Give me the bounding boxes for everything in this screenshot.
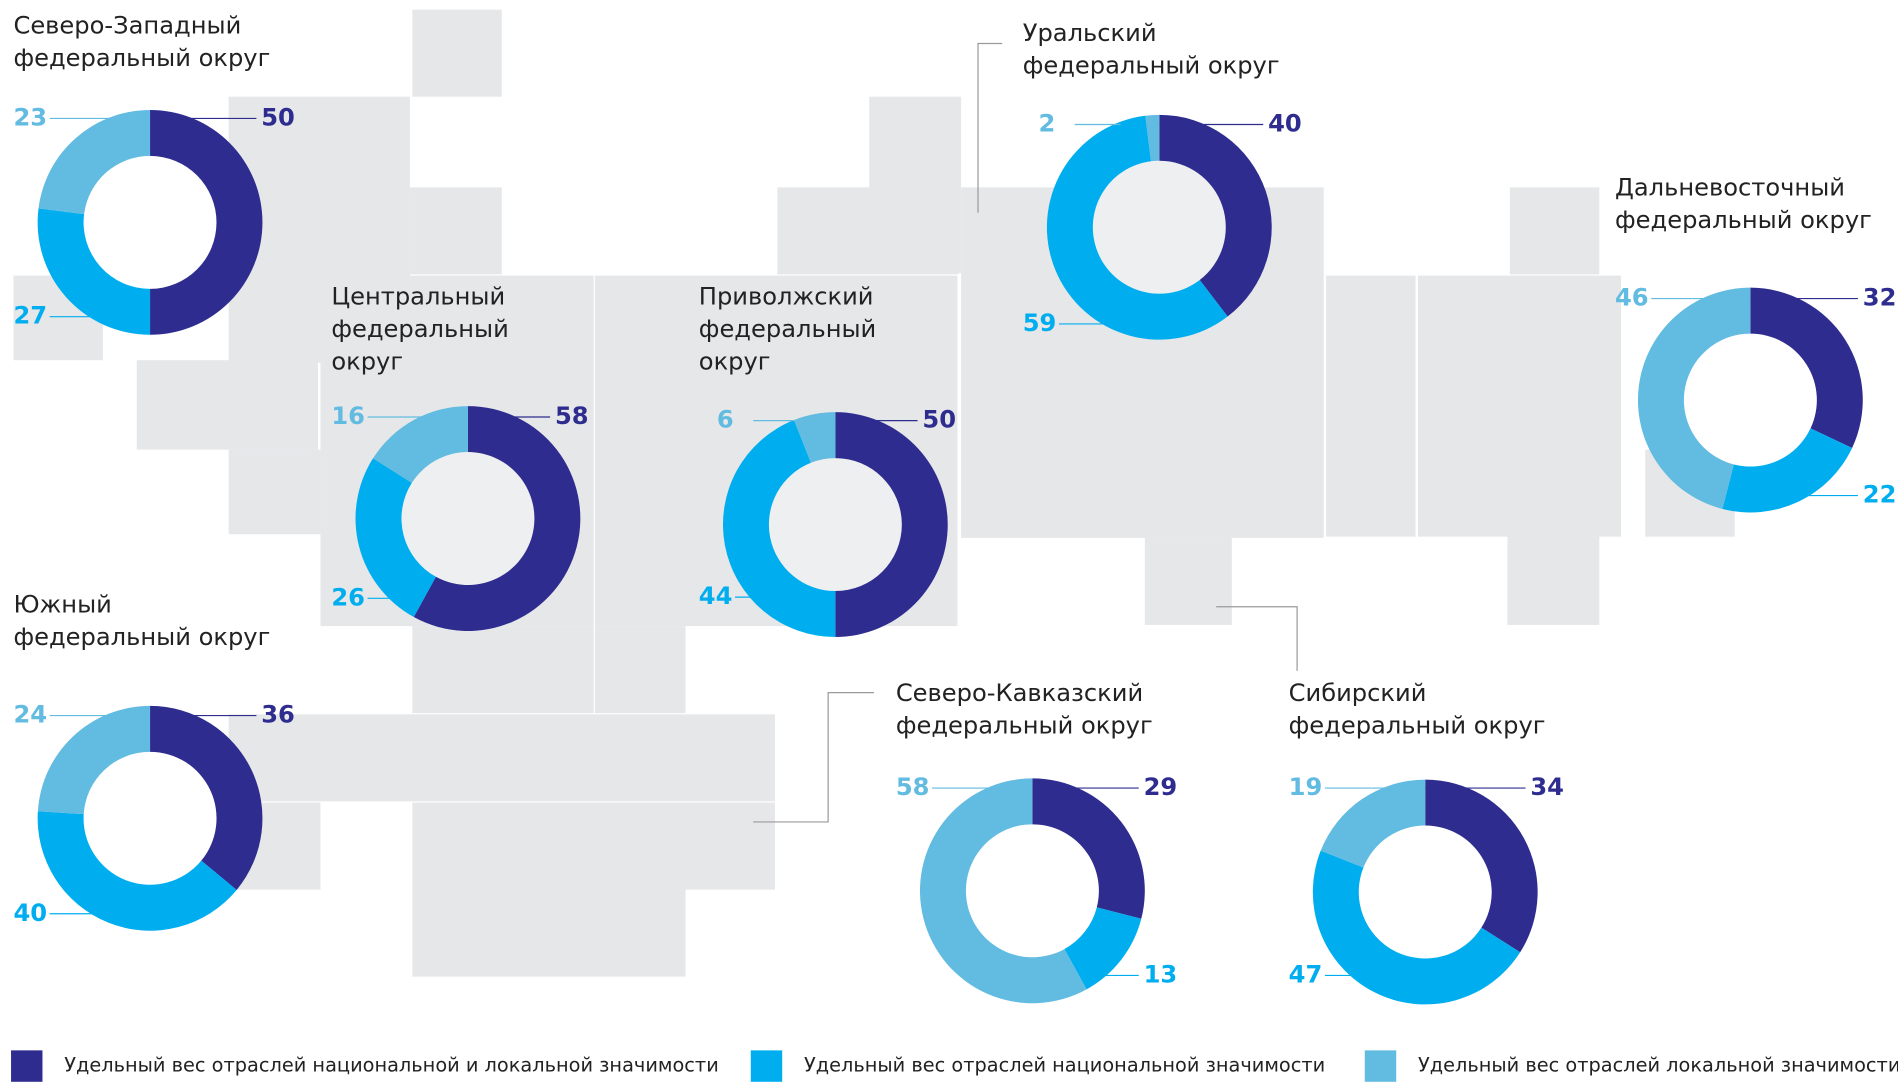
donut-segment <box>37 705 151 815</box>
donut-segment <box>1722 428 1853 513</box>
donut-segment <box>413 406 581 631</box>
value-label: 27 <box>13 302 47 330</box>
donut-segment <box>37 811 237 931</box>
donut-hole <box>768 458 902 592</box>
donut-segment <box>1064 907 1142 990</box>
donut-segment <box>1637 287 1751 509</box>
value-label: 58 <box>555 402 589 430</box>
value-label: 22 <box>1863 481 1897 509</box>
value-label: 24 <box>13 701 47 729</box>
donut-hole <box>1683 333 1817 467</box>
donut-segment <box>835 412 948 637</box>
legend-swatch <box>11 1050 43 1082</box>
donut-hole <box>401 452 535 586</box>
value-label: 26 <box>331 583 365 611</box>
donut-segment <box>794 412 836 463</box>
value-label: 32 <box>1863 284 1897 312</box>
donut-segment <box>1145 114 1160 162</box>
donut-segment <box>1312 850 1521 1005</box>
value-label: 16 <box>331 402 365 430</box>
donut-hole <box>965 824 1099 958</box>
donut-segment <box>37 208 151 335</box>
value-label: 47 <box>1289 960 1323 988</box>
connectors <box>753 42 1298 823</box>
legend-label: Удельный вес отраслей национальной значи… <box>804 1054 1325 1077</box>
chart-title: округ <box>331 348 403 376</box>
value-label: 58 <box>896 773 930 801</box>
legend-label: Удельный вес отраслей локальной значимос… <box>1418 1054 1898 1077</box>
chart-title: Южный <box>13 591 111 619</box>
chart-title: Центральный <box>331 282 505 310</box>
chart-title: Дальневосточный <box>1615 174 1845 202</box>
value-label: 40 <box>13 899 47 927</box>
donut-segment <box>919 778 1087 1004</box>
value-label: 34 <box>1530 773 1564 801</box>
legend-label: Удельный вес отраслей национальной и лок… <box>64 1054 719 1077</box>
donut-segment <box>1032 778 1145 919</box>
legend-swatch <box>750 1050 783 1082</box>
donut-hole <box>1358 825 1492 959</box>
chart-title: Северо-Западный <box>13 12 241 40</box>
chart-title: федеральный <box>699 315 876 343</box>
chart-title: федеральный округ <box>1615 206 1872 234</box>
donut-segment <box>355 458 436 618</box>
donut-segment <box>373 406 468 483</box>
value-label: 50 <box>261 103 295 131</box>
value-label: 50 <box>922 406 956 434</box>
donut-segment <box>1750 287 1863 448</box>
chart-title: Северо-Кавказский <box>896 679 1143 707</box>
legend-swatch <box>1364 1050 1397 1082</box>
value-label: 19 <box>1289 773 1323 801</box>
chart-title: федеральный округ <box>1289 711 1546 739</box>
value-label: 59 <box>1023 309 1057 337</box>
donut-segment <box>150 109 263 335</box>
donut-segment <box>38 109 151 215</box>
value-label: 29 <box>1144 773 1178 801</box>
donut-hole <box>1092 160 1226 294</box>
donut-segment <box>1320 779 1426 868</box>
value-label: 40 <box>1268 109 1302 137</box>
value-label: 44 <box>699 582 733 610</box>
chart-title: федеральный <box>331 315 508 343</box>
donut-segment <box>722 420 836 637</box>
donut-segment <box>1425 779 1538 953</box>
donut-segment <box>1046 115 1228 340</box>
chart-title: Приволжский <box>699 282 874 310</box>
value-label: 2 <box>1038 109 1055 137</box>
chart-title: округ <box>699 348 771 376</box>
chart-title: федеральный округ <box>13 44 270 72</box>
chart-title: федеральный округ <box>896 711 1153 739</box>
chart-title: федеральный округ <box>13 623 270 651</box>
chart-title: Уральский <box>1023 19 1157 47</box>
donut-hole <box>83 751 217 885</box>
donut-hole <box>83 155 217 289</box>
donut-segment <box>1159 114 1272 317</box>
chart-title: Сибирский <box>1289 679 1427 707</box>
value-label: 23 <box>13 103 47 131</box>
value-label: 46 <box>1615 284 1649 312</box>
donut-segment <box>150 705 263 890</box>
value-label: 13 <box>1144 960 1178 988</box>
value-label: 36 <box>261 701 295 729</box>
chart-title: федеральный округ <box>1023 51 1280 79</box>
value-label: 6 <box>717 406 734 434</box>
